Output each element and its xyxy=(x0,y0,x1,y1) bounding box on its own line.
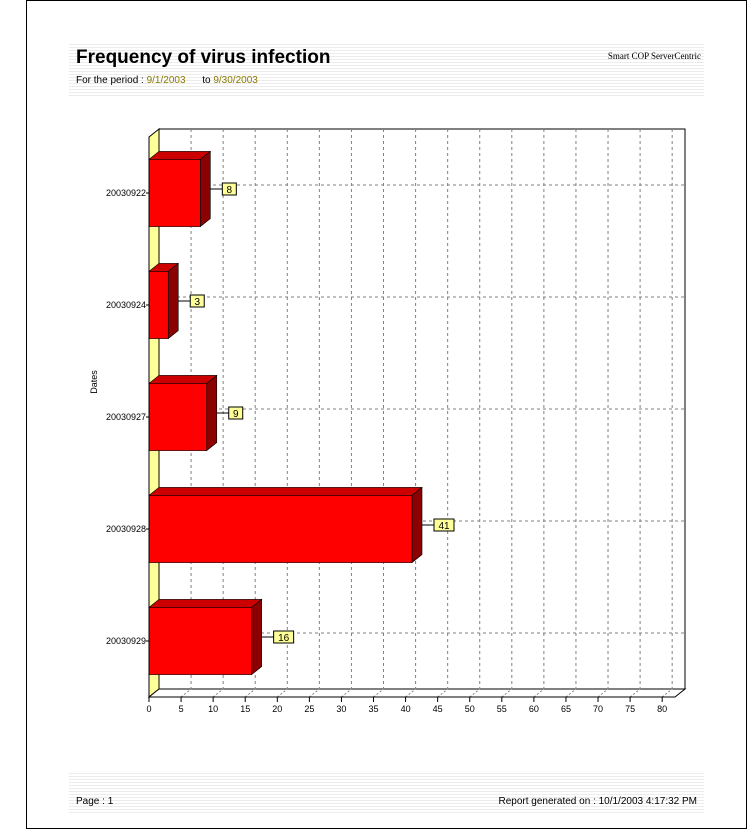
bar-top-face xyxy=(148,151,212,160)
period-from: 9/1/2003 xyxy=(146,75,186,86)
bar-top-face xyxy=(148,487,423,496)
x-tick-label: 25 xyxy=(304,704,314,714)
x-tick-label: 45 xyxy=(433,704,443,714)
x-tick-label: 50 xyxy=(465,704,475,714)
bar-top-face xyxy=(148,599,263,608)
x-tick-label: 10 xyxy=(208,704,218,714)
data-label-box xyxy=(433,518,455,532)
bar-side-face xyxy=(411,486,423,564)
y-tick-label: 20030922 xyxy=(106,188,146,198)
x-tick-label: 75 xyxy=(625,704,635,714)
period-prefix: For the period : xyxy=(76,75,147,86)
header-band xyxy=(69,44,704,96)
bar xyxy=(148,383,208,451)
bar-side-face xyxy=(200,150,211,228)
chart-floor xyxy=(147,688,687,698)
y-axis-title: Dates xyxy=(89,370,99,394)
data-label-box xyxy=(273,630,295,644)
x-tick-label: 55 xyxy=(497,704,507,714)
x-tick-label: 30 xyxy=(336,704,346,714)
data-label: 41 xyxy=(438,521,450,532)
y-tick-label: 20030927 xyxy=(106,412,146,422)
y-tick-label: 20030929 xyxy=(106,636,146,646)
data-label-box xyxy=(221,182,237,196)
x-tick-label: 5 xyxy=(179,704,184,714)
data-label: 8 xyxy=(227,185,233,196)
data-label: 16 xyxy=(278,633,290,644)
bar-side-face xyxy=(251,598,262,676)
x-tick-label: 40 xyxy=(401,704,411,714)
report-generated: Report generated on : 10/1/2003 4:17:32 … xyxy=(498,796,697,807)
footer-band xyxy=(69,773,704,813)
bar-side-face xyxy=(167,262,179,340)
period-to: 9/30/2003 xyxy=(213,75,258,86)
bar xyxy=(148,607,252,675)
data-label-box xyxy=(228,406,244,420)
x-tick-label: 20 xyxy=(272,704,282,714)
data-label: 3 xyxy=(194,297,200,308)
page-number: Page : 1 xyxy=(76,796,114,807)
bar xyxy=(148,495,413,563)
y-tick-label: 20030928 xyxy=(106,524,146,534)
x-tick-label: 80 xyxy=(657,704,667,714)
x-tick-label: 60 xyxy=(529,704,539,714)
bar-top-face xyxy=(148,375,218,384)
x-tick-label: 15 xyxy=(240,704,250,714)
y-tick-label: 20030924 xyxy=(106,300,146,310)
report-title: Frequency of virus infection xyxy=(76,47,331,68)
x-tick-label: 70 xyxy=(593,704,603,714)
bar xyxy=(148,271,169,339)
data-label: 9 xyxy=(233,409,239,420)
x-tick-label: 0 xyxy=(146,704,151,714)
data-label-box xyxy=(189,294,205,308)
report-page-frame xyxy=(26,0,747,829)
bar-side-face xyxy=(206,374,218,452)
brand-label: Smart COP ServerCentric xyxy=(607,51,701,61)
bar xyxy=(148,159,201,227)
x-tick-label: 35 xyxy=(369,704,379,714)
x-tick-label: 65 xyxy=(561,704,571,714)
period-to-label: to xyxy=(202,75,211,86)
report-period: For the period : 9/1/2003 to 9/30/2003 xyxy=(76,75,258,86)
